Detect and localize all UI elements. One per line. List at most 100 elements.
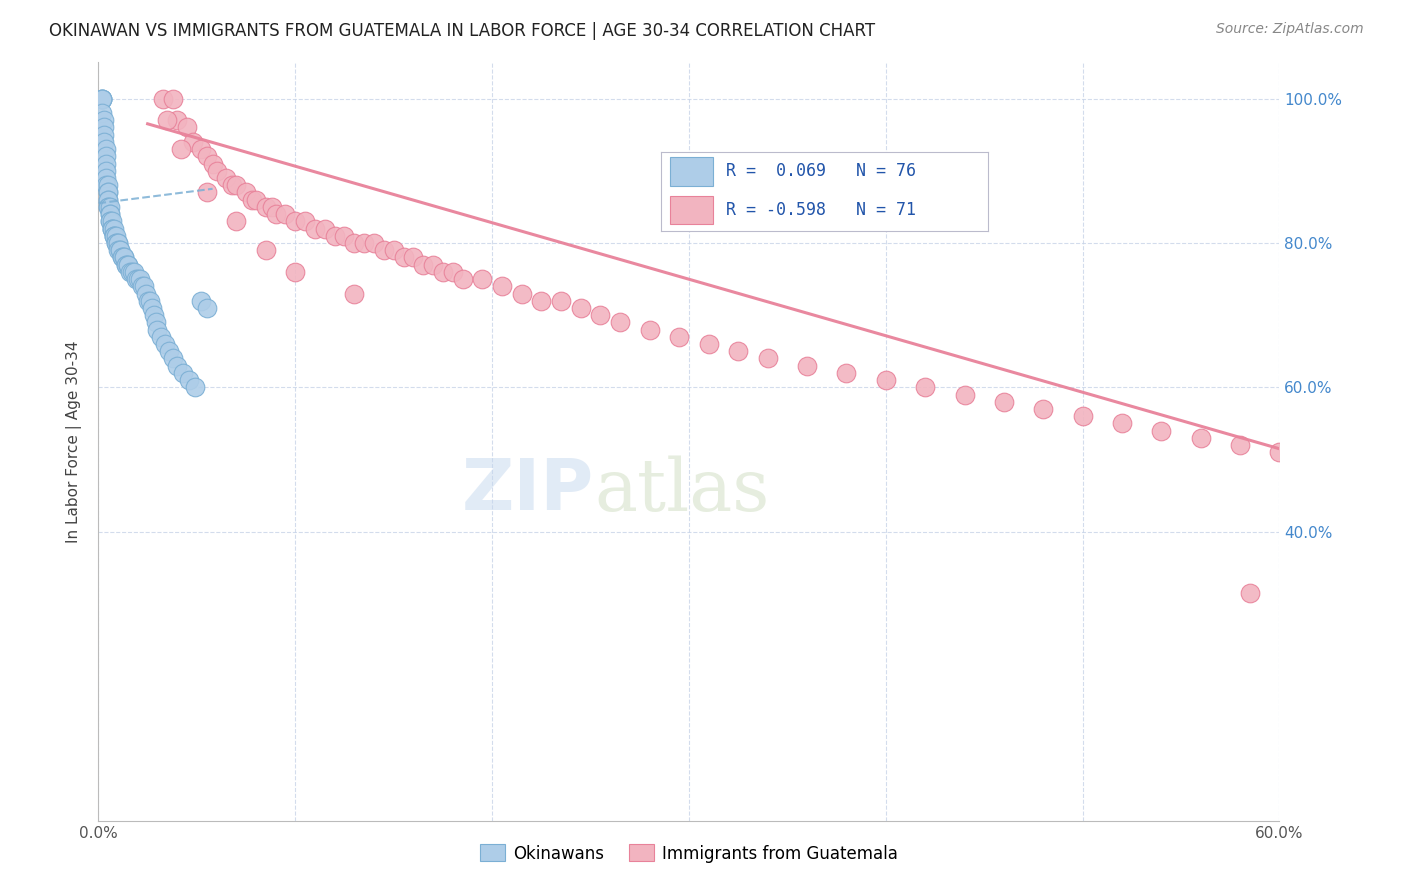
Point: [1111, 417, 1133, 431]
Point: [155, 337, 177, 351]
Point: [103, 228, 125, 243]
Point: [96, 163, 118, 178]
Point: [93, 135, 115, 149]
Point: [122, 265, 145, 279]
Point: [432, 265, 454, 279]
Point: [101, 221, 124, 235]
Point: [284, 265, 307, 279]
Point: [875, 373, 897, 387]
Bar: [671, 157, 713, 186]
Point: [353, 235, 375, 250]
Point: [530, 293, 553, 308]
Point: [98, 214, 121, 228]
Legend: Okinawans, Immigrants from Guatemala: Okinawans, Immigrants from Guatemala: [472, 838, 905, 869]
Point: [117, 258, 139, 272]
Point: [260, 200, 283, 214]
Point: [184, 380, 207, 394]
Point: [323, 228, 346, 243]
Point: [835, 366, 858, 380]
Point: [112, 251, 135, 265]
Point: [107, 243, 129, 257]
Point: [91, 91, 114, 105]
Point: [491, 279, 513, 293]
Point: [422, 258, 444, 272]
Point: [162, 351, 184, 366]
Point: [136, 293, 159, 308]
Point: [162, 91, 184, 105]
Point: [97, 186, 120, 200]
Point: [97, 200, 120, 214]
Point: [914, 380, 936, 394]
Point: [127, 272, 149, 286]
Point: [170, 142, 193, 156]
Point: [609, 315, 631, 329]
Point: [1032, 402, 1054, 417]
Point: [314, 221, 336, 235]
Point: [343, 286, 366, 301]
Point: [796, 359, 818, 373]
Point: [1239, 586, 1261, 600]
Point: [441, 265, 464, 279]
Point: [756, 351, 779, 366]
Point: [103, 228, 125, 243]
Point: [115, 258, 138, 272]
Point: [1071, 409, 1094, 424]
Point: [215, 171, 238, 186]
Point: [1268, 445, 1291, 459]
Bar: [671, 196, 713, 225]
Point: [115, 258, 138, 272]
Point: [138, 293, 160, 308]
Point: [98, 207, 121, 221]
Point: [402, 251, 425, 265]
Point: [105, 228, 128, 243]
Point: [98, 214, 121, 228]
Point: [451, 272, 474, 286]
Point: [240, 193, 263, 207]
Point: [245, 193, 267, 207]
Point: [176, 120, 198, 135]
Point: [304, 221, 326, 235]
Text: R = -0.598   N = 71: R = -0.598 N = 71: [725, 201, 917, 219]
Point: [1189, 431, 1212, 445]
Point: [141, 301, 163, 315]
Point: [128, 272, 150, 286]
Point: [294, 214, 316, 228]
Point: [254, 200, 277, 214]
Point: [697, 337, 720, 351]
Point: [118, 265, 141, 279]
Point: [1229, 438, 1251, 452]
Text: R =  0.069   N = 76: R = 0.069 N = 76: [725, 162, 917, 180]
Point: [117, 258, 139, 272]
Point: [392, 251, 415, 265]
Point: [98, 200, 121, 214]
Point: [93, 113, 115, 128]
Text: Source: ZipAtlas.com: Source: ZipAtlas.com: [1216, 22, 1364, 37]
Point: [108, 243, 131, 257]
Point: [274, 207, 297, 221]
Point: [91, 91, 114, 105]
Point: [145, 315, 167, 329]
Point: [97, 186, 120, 200]
Point: [97, 193, 120, 207]
Point: [550, 293, 572, 308]
Point: [201, 156, 224, 170]
Point: [152, 91, 174, 105]
Point: [412, 258, 434, 272]
Point: [108, 243, 131, 257]
Y-axis label: In Labor Force | Age 30-34: In Labor Force | Age 30-34: [66, 340, 83, 543]
Point: [373, 243, 395, 257]
Point: [225, 178, 247, 193]
Point: [166, 113, 188, 128]
Point: [284, 214, 307, 228]
Text: OKINAWAN VS IMMIGRANTS FROM GUATEMALA IN LABOR FORCE | AGE 30-34 CORRELATION CHA: OKINAWAN VS IMMIGRANTS FROM GUATEMALA IN…: [49, 22, 876, 40]
Point: [112, 251, 135, 265]
Point: [382, 243, 405, 257]
Text: ZIP: ZIP: [463, 457, 595, 525]
Point: [166, 359, 188, 373]
Point: [150, 330, 173, 344]
Point: [172, 366, 194, 380]
Point: [93, 120, 115, 135]
Point: [205, 163, 228, 178]
Point: [264, 207, 287, 221]
Point: [96, 171, 118, 186]
